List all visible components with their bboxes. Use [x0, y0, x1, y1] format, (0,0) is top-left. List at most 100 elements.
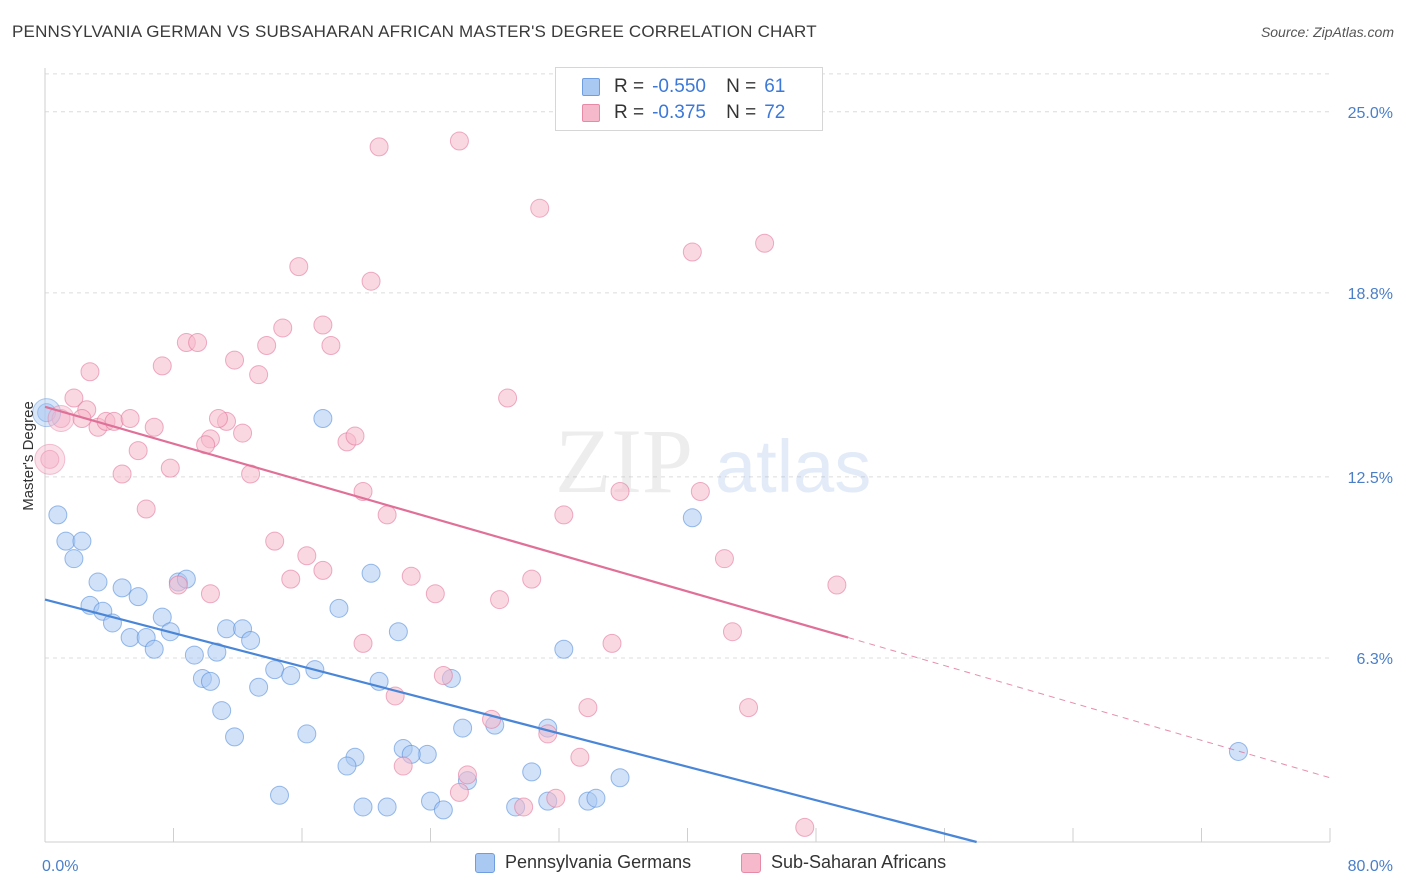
- data-point: [184, 645, 204, 665]
- data-point: [168, 575, 188, 595]
- y-tick-label: 12.5%: [1348, 470, 1393, 487]
- data-point: [48, 505, 68, 525]
- data-point: [128, 441, 148, 461]
- data-point: [337, 756, 357, 776]
- data-point-large: [34, 443, 66, 475]
- data-point: [530, 198, 550, 218]
- legend: R = -0.550 N = 61 R = -0.375 N = 72: [555, 67, 823, 131]
- data-point: [273, 318, 293, 338]
- data-point: [755, 233, 775, 253]
- bottom-legend-subsaharan: Sub-Saharan Africans: [741, 852, 946, 873]
- data-point: [297, 724, 317, 744]
- data-point: [120, 628, 140, 648]
- data-point: [690, 482, 710, 502]
- legend-n-value: 72: [764, 102, 786, 123]
- series-subsaharan-africans: [40, 131, 847, 837]
- watermark-atlas: atlas: [715, 425, 871, 508]
- legend-row-subsaharan: R = -0.375 N = 72: [582, 101, 785, 125]
- legend-swatch-blue: [582, 78, 600, 96]
- legend-n-value: 61: [764, 76, 786, 97]
- data-point: [56, 531, 76, 551]
- bottom-legend-swatch-pink: [741, 852, 761, 873]
- data-point: [546, 788, 566, 808]
- data-point: [522, 762, 542, 782]
- data-point: [377, 797, 397, 817]
- data-point: [80, 362, 100, 382]
- data-point: [144, 639, 164, 659]
- data-point: [554, 639, 574, 659]
- legend-r-value: -0.550: [652, 76, 706, 97]
- data-point: [120, 408, 140, 428]
- legend-r-label: R =: [614, 102, 645, 123]
- data-point: [586, 788, 606, 808]
- data-point: [217, 619, 237, 639]
- legend-row-pennsylvania: R = -0.550 N = 61: [582, 75, 785, 99]
- data-point: [160, 458, 180, 478]
- data-point: [265, 531, 285, 551]
- data-point: [200, 671, 220, 691]
- y-axis-label: Master's Degree: [20, 401, 37, 511]
- data-point: [457, 765, 477, 785]
- data-point: [329, 598, 349, 618]
- data-point: [522, 569, 542, 589]
- tick-labels: 6.3% 12.5% 18.8% 25.0% 0.0% 80.0%: [42, 105, 1393, 875]
- legend-swatch-pink: [582, 104, 600, 122]
- data-point: [136, 499, 156, 519]
- data-point: [112, 464, 132, 484]
- x-tick-label: 80.0%: [1348, 858, 1393, 875]
- data-point: [570, 747, 590, 767]
- data-point: [722, 622, 742, 642]
- data-point: [200, 584, 220, 604]
- data-point-large: [47, 404, 75, 432]
- data-point: [361, 271, 381, 291]
- bottom-legend-swatch-blue: [475, 852, 495, 873]
- y-tick-label: 6.3%: [1357, 651, 1393, 668]
- data-point: [610, 768, 630, 788]
- series-layer: [32, 131, 1331, 844]
- data-point: [112, 578, 132, 598]
- data-point: [490, 590, 510, 610]
- bottom-legend-pennsylvania: Pennsylvania Germans: [475, 852, 691, 873]
- data-point: [152, 356, 172, 376]
- data-point: [249, 677, 269, 697]
- data-point: [602, 633, 622, 653]
- data-point: [281, 666, 301, 686]
- y-tick-label: 18.8%: [1348, 286, 1393, 303]
- data-point: [64, 388, 84, 408]
- data-point: [449, 782, 469, 802]
- y-tick-label: 25.0%: [1348, 105, 1393, 122]
- data-point: [1228, 741, 1248, 761]
- data-point: [353, 797, 373, 817]
- data-point: [321, 335, 341, 355]
- data-point: [313, 315, 333, 335]
- data-point: [682, 508, 702, 528]
- x-tick-label: 0.0%: [42, 858, 78, 875]
- data-point-large: [32, 398, 62, 428]
- data-point: [241, 630, 261, 650]
- data-point: [610, 482, 630, 502]
- data-point: [188, 333, 208, 353]
- data-point: [72, 531, 92, 551]
- data-point: [313, 560, 333, 580]
- data-point: [401, 566, 421, 586]
- trend-line: [44, 405, 849, 639]
- data-point: [345, 426, 365, 446]
- data-point: [144, 417, 164, 437]
- data-point: [714, 549, 734, 569]
- data-point: [433, 666, 453, 686]
- data-point: [393, 756, 413, 776]
- data-point: [369, 137, 389, 157]
- data-point: [498, 388, 518, 408]
- bottom-legend-label: Pennsylvania Germans: [505, 852, 692, 872]
- data-point: [281, 569, 301, 589]
- data-point: [265, 660, 285, 680]
- legend-r-label: R =: [614, 76, 645, 97]
- data-point: [361, 563, 381, 583]
- data-point: [795, 817, 815, 837]
- data-point: [88, 572, 108, 592]
- source-credit: Source: ZipAtlas.com: [1260, 24, 1394, 40]
- data-point: [249, 365, 269, 385]
- legend-n-label: N =: [726, 76, 757, 97]
- data-point: [682, 242, 702, 262]
